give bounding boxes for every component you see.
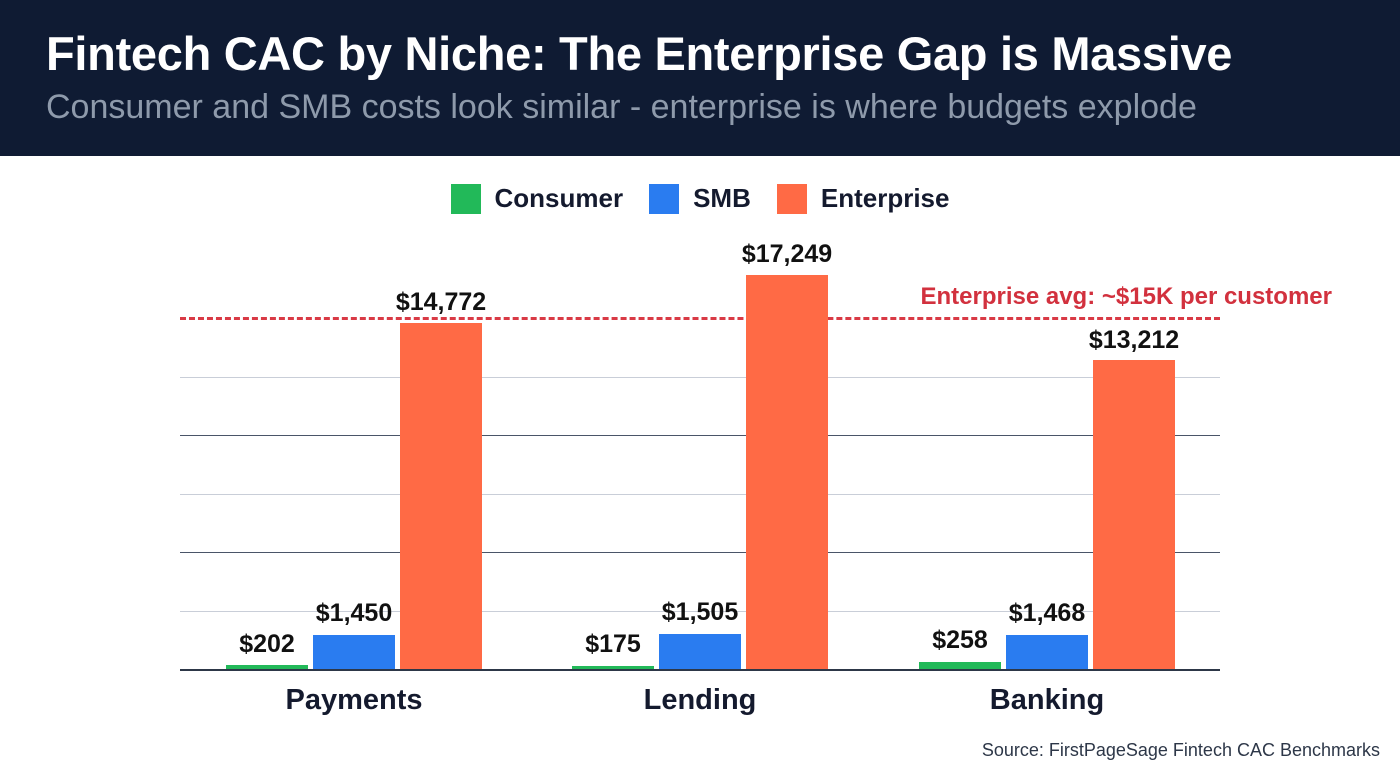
gridline (180, 611, 1220, 612)
category-label-lending: Lending (643, 684, 757, 716)
legend-label: Enterprise (820, 183, 950, 213)
chart-title: Fintech CAC by Niche: The Enterprise Gap… (46, 27, 1233, 80)
bar-banking-consumer (919, 662, 1001, 670)
value-label: $258 (932, 626, 988, 654)
legend-item-consumer: Consumer (450, 183, 624, 214)
x-axis (180, 669, 1220, 671)
bar-payments-smb (313, 635, 395, 670)
plot-area: Enterprise avg: ~$15K per customer $202 … (180, 240, 1332, 671)
legend-label: Consumer (494, 183, 624, 213)
value-label: $202 (239, 630, 295, 658)
bar-lending-consumer (572, 666, 654, 670)
value-label: $17,249 (741, 240, 833, 268)
bar-payments-enterprise (400, 323, 482, 670)
enterprise-average-line (180, 317, 1220, 320)
legend-label: SMB (693, 183, 751, 213)
value-label: $175 (585, 630, 641, 658)
enterprise-average-label: Enterprise avg: ~$15K per customer (920, 283, 1332, 310)
chart-subtitle: Consumer and SMB costs look similar - en… (46, 88, 1197, 126)
gridline (180, 552, 1220, 553)
legend-swatch-enterprise (776, 183, 807, 214)
source-note: Source: FirstPageSage Fintech CAC Benchm… (981, 740, 1380, 760)
gridline (180, 377, 1220, 378)
gridline (180, 435, 1220, 436)
bar-lending-smb (659, 634, 741, 670)
legend-swatch-consumer (450, 183, 481, 214)
value-label: $1,450 (315, 599, 393, 627)
header-banner: Fintech CAC by Niche: The Enterprise Gap… (0, 0, 1400, 156)
legend-item-smb: SMB (649, 183, 751, 214)
gridline (180, 494, 1220, 495)
value-label: $14,772 (395, 288, 487, 316)
bar-banking-enterprise (1093, 360, 1175, 670)
bar-payments-consumer (226, 665, 308, 670)
legend: Consumer SMB Enterprise (0, 183, 1400, 214)
value-label: $1,468 (1008, 599, 1086, 627)
category-label-banking: Banking (989, 684, 1105, 716)
bar-banking-smb (1006, 635, 1088, 670)
value-label: $1,505 (661, 598, 739, 626)
legend-swatch-smb (649, 183, 680, 214)
category-label-payments: Payments (285, 684, 423, 716)
bar-lending-enterprise (746, 275, 828, 670)
value-label: $13,212 (1088, 326, 1180, 354)
legend-item-enterprise: Enterprise (776, 183, 950, 214)
